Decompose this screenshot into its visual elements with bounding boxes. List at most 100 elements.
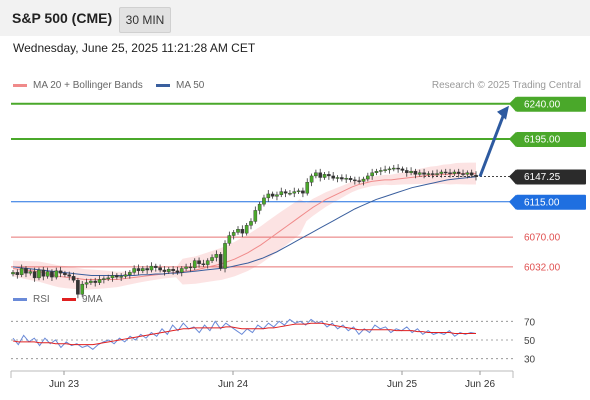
candle-body: [448, 172, 452, 174]
candle-body: [396, 167, 400, 170]
candle-body: [184, 266, 188, 269]
level-badge-tip-icon: [509, 132, 516, 148]
candle-body: [253, 210, 258, 222]
candle-body: [179, 268, 184, 273]
level-label: 6032.00: [524, 262, 561, 273]
candle-body: [383, 169, 387, 171]
ma50-line: [12, 176, 477, 277]
candle-body: [374, 171, 379, 173]
candle-body: [366, 175, 370, 180]
candle-body: [54, 270, 59, 278]
candle-body: [357, 180, 361, 182]
candle-body: [305, 181, 310, 194]
candle-body: [426, 173, 431, 175]
timestamp: Wednesday, June 25, 2025 11:21:28 AM CET: [13, 41, 256, 55]
level-label: 6195.00: [524, 135, 561, 146]
candle-body: [244, 225, 249, 234]
candle-body: [28, 271, 33, 274]
candle-body: [171, 269, 175, 272]
candle-body: [231, 232, 236, 236]
ma20-swatch-icon: [13, 84, 27, 87]
candle-body: [71, 276, 76, 281]
candle-body: [210, 257, 214, 261]
candle-body: [162, 269, 167, 272]
candle-body: [249, 221, 253, 226]
candle-body: [214, 254, 219, 258]
candle-body: [19, 268, 24, 275]
candle-body: [391, 167, 396, 170]
ma50-swatch-icon: [156, 84, 170, 87]
candle-body: [270, 193, 275, 197]
candle-body: [63, 272, 67, 275]
x-tick-label: Jun 24: [218, 379, 248, 390]
candle-body: [153, 265, 158, 268]
level-label: 6240.00: [524, 99, 561, 110]
candle-body: [340, 177, 344, 180]
candle-body: [106, 277, 110, 280]
candle-body: [435, 173, 439, 175]
level-badge: [516, 194, 586, 210]
candle-body: [257, 203, 262, 211]
candle-body: [456, 171, 461, 174]
x-tick-label: Jun 23: [49, 379, 79, 390]
rsi-ma-swatch-icon: [62, 298, 76, 301]
candle-body: [296, 190, 301, 193]
candle-body: [275, 194, 279, 197]
candle-body: [132, 268, 136, 273]
candle-body: [37, 269, 41, 279]
candle-body: [205, 260, 210, 265]
candle-body: [89, 280, 93, 283]
candle-body: [223, 243, 227, 269]
candle-body: [474, 174, 478, 177]
level-badge-tip-icon: [509, 194, 516, 210]
candle-body: [262, 197, 266, 205]
candle-body: [331, 175, 336, 179]
candle-body: [465, 172, 470, 175]
candle-body: [327, 174, 331, 177]
level-label: 6115.00: [524, 197, 560, 208]
candle-body: [288, 192, 292, 195]
bollinger-band: [13, 162, 476, 290]
rsi-swatch-icon: [13, 298, 27, 301]
candle-body: [76, 280, 80, 295]
candle-body: [314, 172, 318, 177]
candle-body: [41, 269, 46, 277]
timeframe-button[interactable]: 30 MIN: [119, 7, 171, 33]
candle-body: [348, 178, 353, 181]
candle-body: [417, 172, 422, 175]
candle-body: [400, 168, 405, 171]
candle-body: [361, 178, 366, 182]
candle-body: [136, 268, 141, 272]
candle-body: [309, 175, 314, 183]
candle-body: [218, 254, 223, 269]
candle-body: [461, 173, 465, 175]
legend-ma50: MA 50: [156, 80, 204, 91]
candle-body: [97, 279, 102, 283]
candle-body: [93, 280, 98, 283]
candle-body: [422, 172, 426, 175]
legend-rsi-ma: 9MA: [62, 294, 103, 305]
candle-body: [158, 267, 162, 271]
rsi-tick-label: 50: [524, 336, 536, 347]
candle-body: [469, 172, 474, 176]
candle-body: [175, 270, 180, 273]
credit-text: Research © 2025 Trading Central: [431, 80, 581, 91]
legend-ma20: MA 20 + Bollinger Bands: [13, 80, 143, 91]
candle-body: [266, 193, 271, 199]
candle-body: [110, 275, 115, 279]
candle-body: [128, 272, 132, 275]
candle-body: [335, 177, 340, 179]
forecast-arrow-head-icon: [497, 105, 509, 120]
candle-body: [84, 282, 89, 285]
candle-body: [301, 190, 305, 194]
candle-body: [58, 270, 63, 274]
candle-body: [439, 171, 444, 174]
candle-body: [409, 171, 413, 173]
level-label: 6070.00: [524, 233, 561, 244]
legend-ma50-label: MA 50: [176, 80, 205, 91]
candle-body: [192, 260, 197, 268]
legend-ma20-label: MA 20 + Bollinger Bands: [33, 80, 143, 91]
candle-body: [292, 191, 297, 194]
header-bar: S&P 500 (CME) 30 MIN: [0, 0, 590, 36]
